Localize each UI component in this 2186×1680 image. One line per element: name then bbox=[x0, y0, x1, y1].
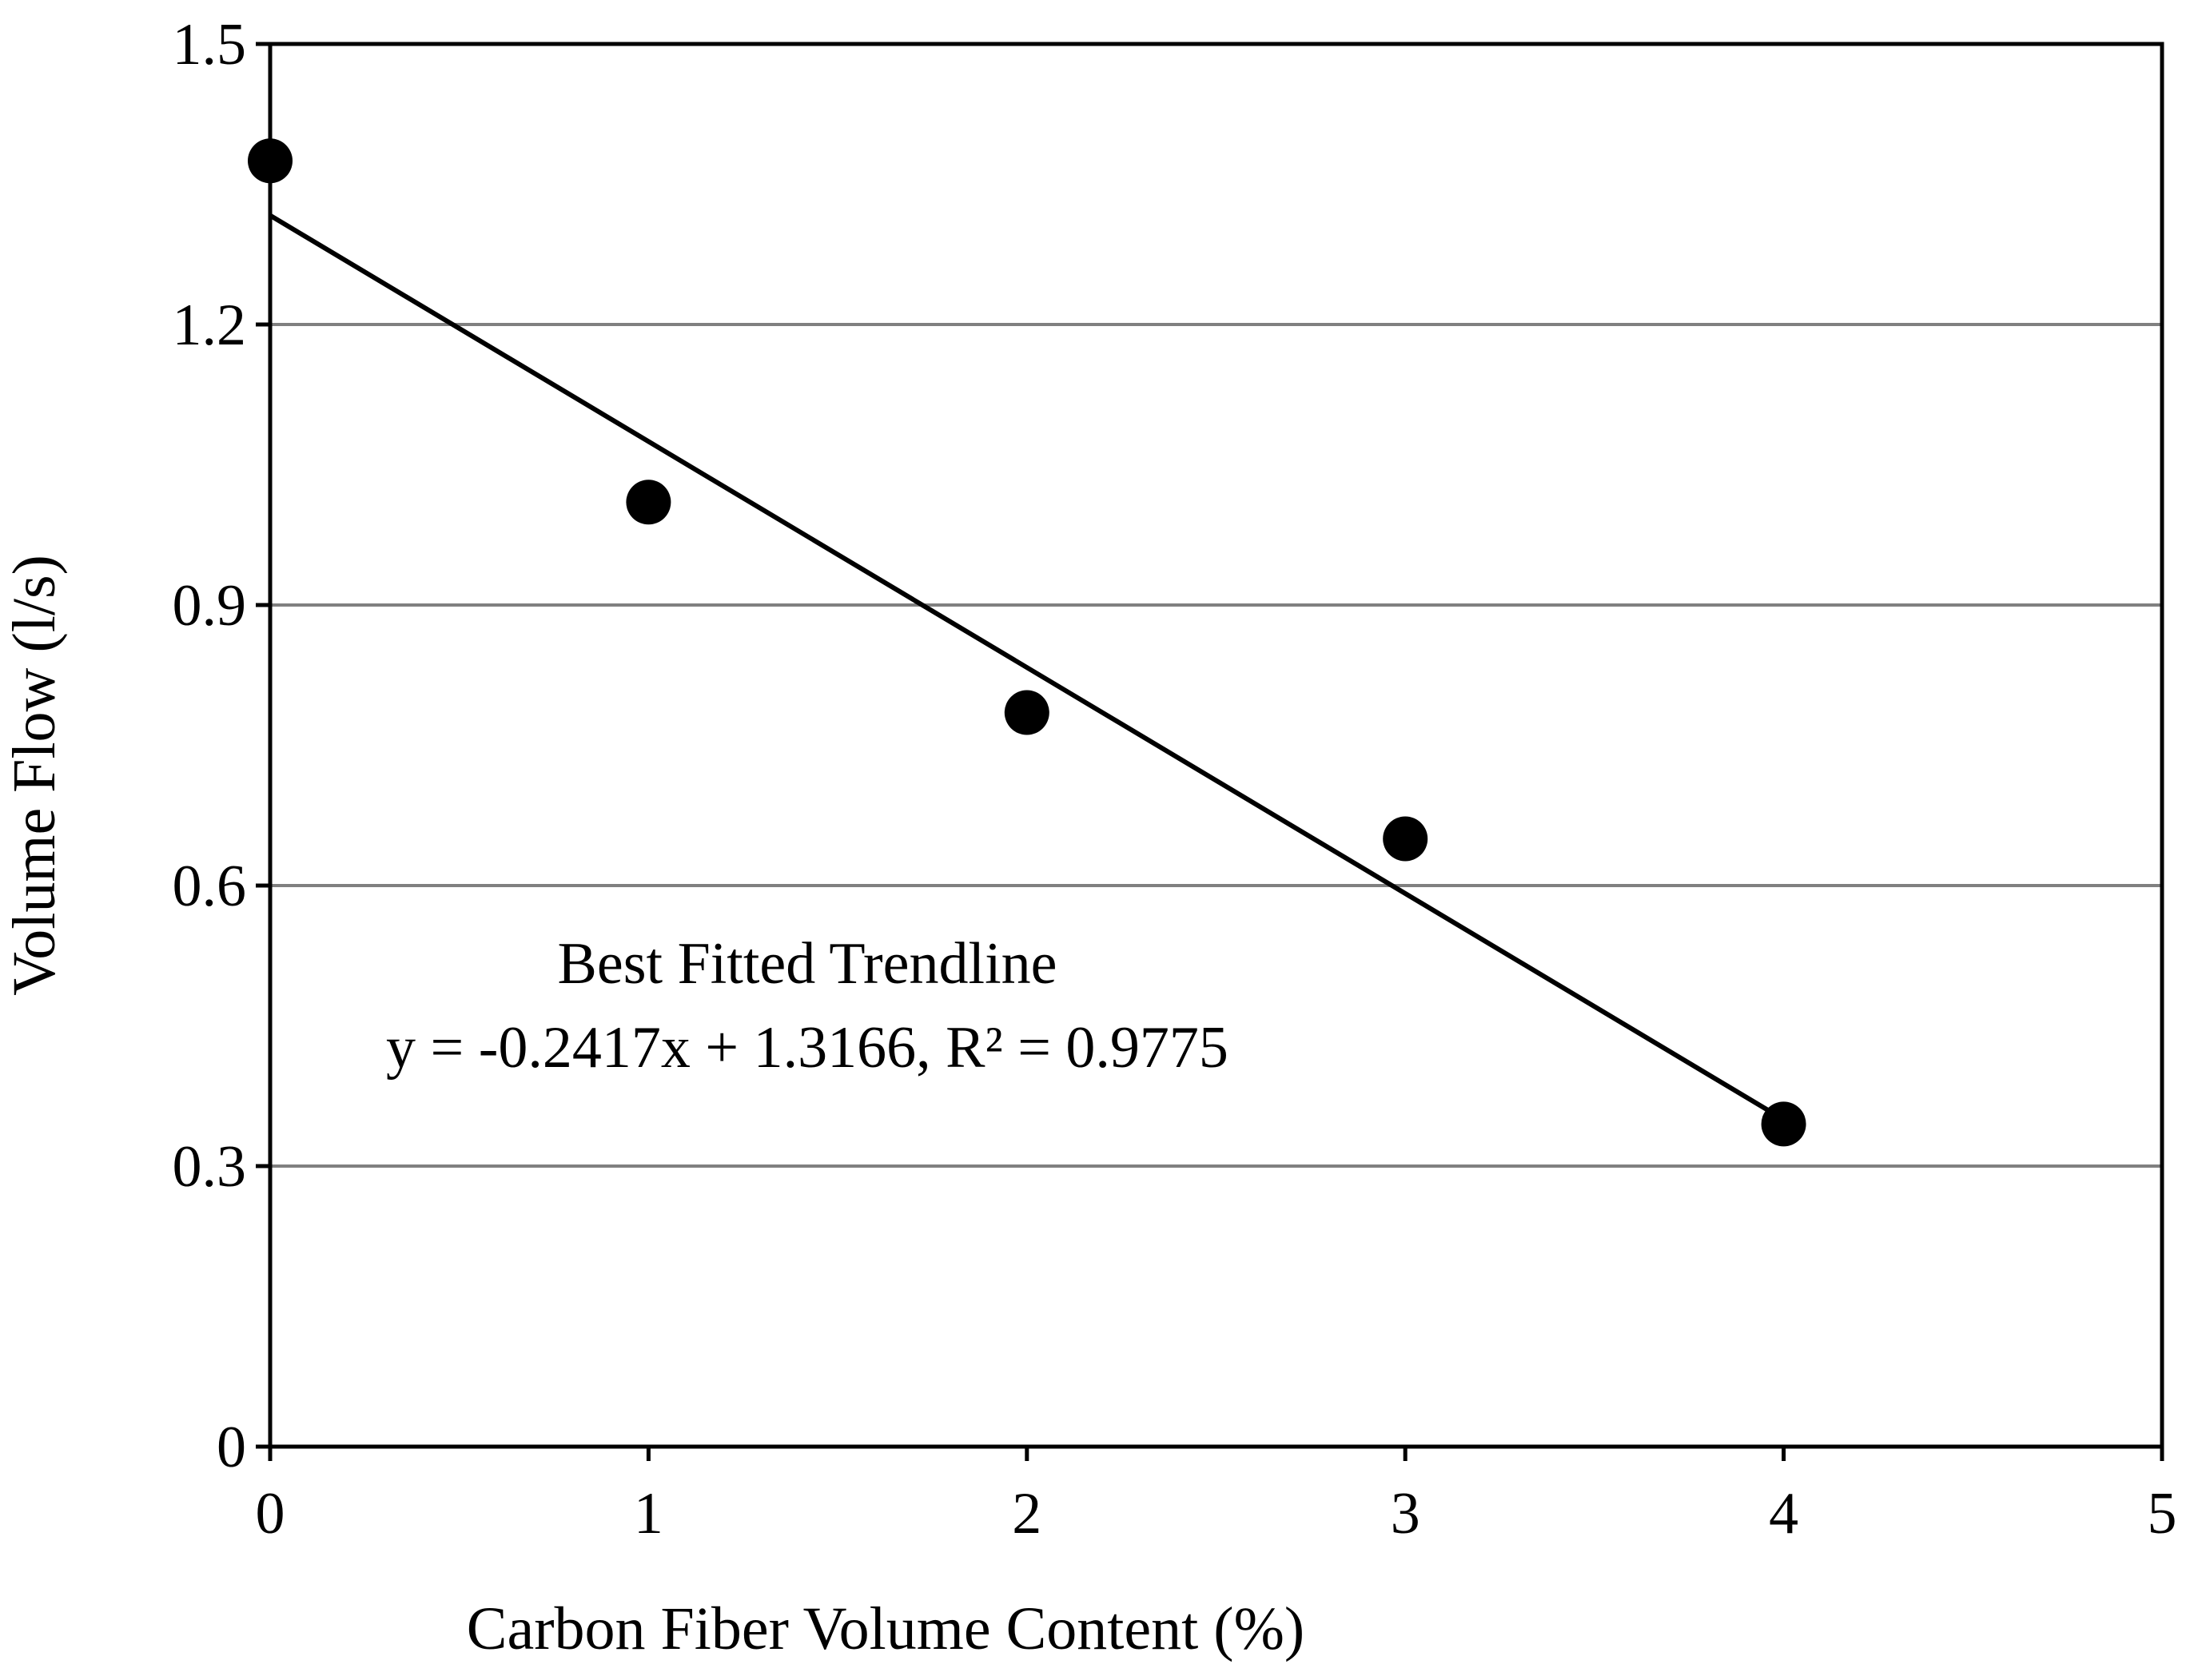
x-axis-title: Carbon Fiber Volume Content (%) bbox=[467, 1595, 1304, 1662]
trendline-group bbox=[269, 213, 1786, 1122]
data-point-0-3 bbox=[1383, 816, 1428, 862]
ticks: 0 0.3 0.6 0.9 1.2 1.5 0 1 2 3 4 5 bbox=[173, 12, 2177, 1547]
y-tick-label-0: 0 bbox=[217, 1415, 246, 1480]
gridlines bbox=[270, 323, 2162, 1168]
trendline-annotation-title: Best Fitted Trendline bbox=[558, 931, 1057, 997]
y-tick-label-1: 0.3 bbox=[173, 1134, 247, 1200]
trendline-equation: y = -0.2417x + 1.3166, R² = 0.9775 bbox=[386, 1015, 1228, 1081]
y-axis-title: Volume Flow (l/s) bbox=[1, 555, 68, 996]
y-tick-label-5: 1.5 bbox=[173, 12, 247, 78]
x-tick-label-5: 5 bbox=[2148, 1481, 2177, 1547]
plot-frame bbox=[268, 42, 2164, 1449]
x-tick-label-1: 1 bbox=[634, 1481, 663, 1547]
data-point-0-4 bbox=[1761, 1101, 1806, 1147]
x-tick-label-0: 0 bbox=[256, 1481, 285, 1547]
data-point-0-2 bbox=[1004, 690, 1049, 735]
y-tick-label-4: 1.2 bbox=[173, 293, 247, 358]
x-tick-label-3: 3 bbox=[1391, 1481, 1420, 1547]
trendline bbox=[269, 213, 1786, 1122]
x-tick-label-2: 2 bbox=[1012, 1481, 1041, 1547]
data-point-0-1 bbox=[626, 480, 671, 525]
data-point-0-0 bbox=[248, 138, 293, 184]
data-points bbox=[248, 138, 1806, 1147]
x-tick-label-4: 4 bbox=[1769, 1481, 1798, 1547]
y-tick-label-2: 0.6 bbox=[173, 854, 247, 919]
axes bbox=[268, 42, 2164, 1449]
y-tick-label-3: 0.9 bbox=[173, 573, 247, 639]
